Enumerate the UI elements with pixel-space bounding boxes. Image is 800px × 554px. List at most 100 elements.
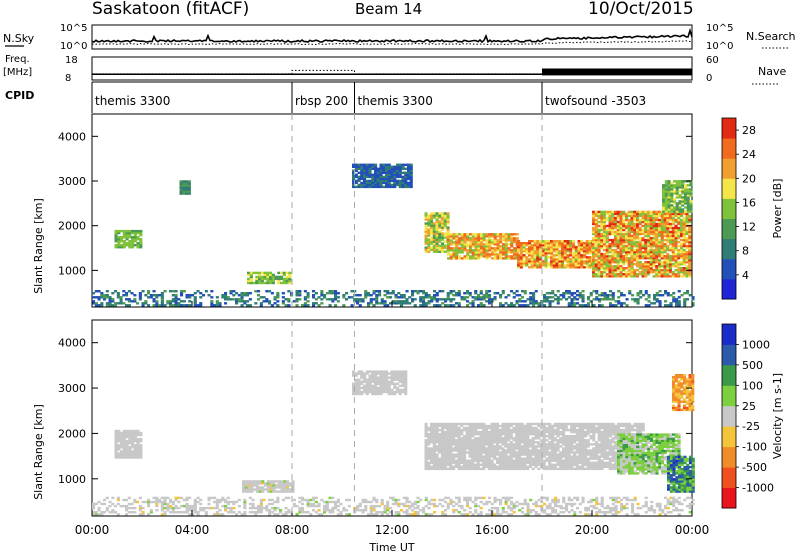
data-cell — [619, 267, 623, 270]
data-cell — [649, 230, 653, 234]
data-cell — [620, 304, 624, 307]
data-cell — [619, 257, 623, 260]
data-cell — [360, 175, 364, 179]
data-cell — [114, 229, 118, 233]
data-cell — [485, 233, 489, 236]
data-cell — [512, 455, 516, 458]
data-cell — [424, 453, 428, 456]
colorbar-swatch — [722, 118, 736, 139]
data-cell — [460, 465, 464, 468]
data-cell — [138, 294, 142, 297]
data-cell — [131, 446, 135, 449]
data-cell — [100, 294, 104, 297]
data-cell — [572, 244, 576, 247]
data-cell — [393, 175, 397, 179]
data-cell — [287, 298, 291, 301]
data-cell — [663, 269, 667, 272]
data-cell — [555, 266, 559, 269]
data-cell — [664, 204, 668, 207]
data-cell — [249, 275, 253, 279]
data-cell — [385, 374, 389, 377]
data-cell — [673, 208, 677, 211]
data-cell — [533, 266, 537, 269]
data-cell — [452, 457, 456, 460]
data-cell — [529, 428, 533, 432]
data-cell — [432, 236, 436, 239]
data-cell — [498, 445, 502, 448]
data-cell — [686, 198, 690, 201]
data-cell — [295, 304, 299, 307]
data-cell — [566, 248, 570, 251]
data-cell — [578, 441, 582, 444]
data-cell — [354, 165, 358, 168]
data-cell — [479, 455, 483, 458]
data-cell — [454, 463, 458, 466]
data-cell — [586, 453, 590, 456]
data-cell — [570, 422, 574, 426]
data-cell — [649, 246, 653, 250]
data-cell — [578, 447, 582, 450]
data-cell — [532, 302, 536, 305]
data-cell — [490, 463, 494, 466]
data-cell — [570, 300, 574, 303]
data-cell — [180, 300, 184, 303]
data-cell — [682, 242, 686, 246]
data-cell — [660, 234, 664, 238]
data-cell — [488, 233, 492, 236]
data-cell — [556, 463, 560, 466]
data-cell — [649, 267, 653, 270]
data-cell — [364, 290, 368, 293]
data-cell — [658, 294, 662, 297]
data-cell — [550, 242, 554, 245]
data-cell — [517, 264, 521, 267]
data-cell — [671, 240, 675, 244]
data-cell — [534, 459, 538, 462]
data-cell — [404, 175, 408, 179]
data-cell — [480, 237, 484, 240]
data-cell — [670, 196, 674, 199]
data-cell — [357, 372, 361, 375]
data-cell — [630, 261, 634, 264]
data-cell — [122, 444, 126, 447]
data-cell — [202, 294, 206, 297]
data-cell — [510, 241, 514, 244]
data-cell — [376, 380, 380, 383]
data-cell — [644, 261, 648, 264]
data-cell — [277, 490, 281, 493]
data-cell — [354, 181, 358, 185]
data-cell — [569, 266, 573, 269]
data-cell — [504, 455, 508, 458]
data-cell — [594, 222, 598, 226]
data-cell — [250, 484, 254, 487]
data-cell — [454, 453, 458, 456]
data-cell — [398, 181, 402, 185]
data-cell — [474, 447, 478, 450]
data-cell — [595, 463, 599, 466]
data-cell — [633, 216, 637, 220]
data-cell — [669, 234, 673, 238]
data-cell — [469, 247, 473, 250]
data-cell — [594, 234, 598, 238]
data-cell — [249, 281, 253, 285]
data-cell — [566, 256, 570, 259]
data-cell — [666, 244, 670, 248]
data-cell — [678, 210, 682, 213]
data-cell — [689, 200, 693, 203]
data-cell — [122, 433, 126, 437]
data-cell — [443, 430, 447, 434]
data-cell — [117, 452, 121, 455]
data-cell — [556, 430, 560, 434]
data-cell — [468, 292, 472, 295]
data-cell — [544, 242, 548, 245]
data-cell — [528, 266, 532, 269]
data-cell — [449, 445, 453, 448]
data-cell — [177, 302, 181, 305]
data-cell — [463, 241, 467, 244]
data-cell — [575, 465, 579, 468]
data-cell — [552, 248, 556, 251]
data-cell — [446, 463, 450, 466]
data-cell — [649, 265, 653, 268]
freq-left-tick-top: 18 — [65, 55, 78, 66]
data-cell — [398, 169, 402, 172]
data-cell — [499, 296, 503, 299]
